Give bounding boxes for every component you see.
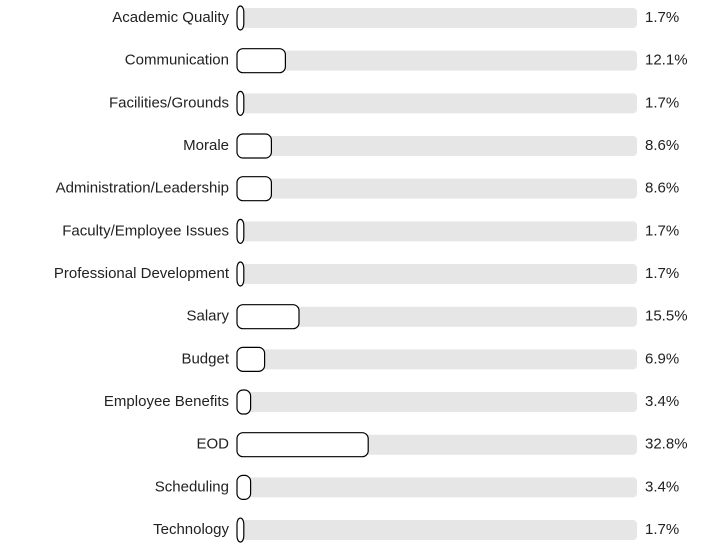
bar	[236, 432, 369, 458]
value-label: 6.9%	[645, 350, 679, 367]
category-label: Technology	[153, 521, 229, 538]
category-label: Scheduling	[155, 478, 229, 495]
category-label: Professional Development	[54, 265, 230, 282]
category-label: Academic Quality	[112, 9, 229, 26]
value-label: 32.8%	[645, 436, 688, 453]
value-label: 1.7%	[645, 265, 679, 282]
bar	[236, 346, 266, 372]
bar-track	[237, 8, 637, 28]
value-label: 8.6%	[645, 180, 679, 197]
bar-track	[237, 349, 637, 370]
bar	[236, 474, 252, 500]
bar-track	[237, 50, 637, 71]
category-label: Faculty/Employee Issues	[62, 222, 229, 239]
bar	[236, 90, 245, 116]
value-label: 1.7%	[645, 521, 679, 538]
category-label: Employee Benefits	[104, 393, 229, 410]
bar-track	[237, 221, 637, 242]
bar-track	[237, 136, 637, 157]
category-label: Salary	[186, 308, 229, 325]
value-label: 3.4%	[645, 393, 679, 410]
category-label: Budget	[181, 350, 229, 367]
bar-track	[237, 178, 637, 199]
value-label: 1.7%	[645, 94, 679, 111]
value-label: 8.6%	[645, 137, 679, 154]
value-label: 3.4%	[645, 478, 679, 495]
value-label: 1.7%	[645, 222, 679, 239]
bar	[236, 218, 245, 244]
bar	[236, 517, 245, 543]
bar	[236, 133, 273, 159]
category-label: Communication	[125, 52, 229, 69]
bar-track	[237, 306, 637, 327]
bar	[236, 48, 287, 74]
value-label: 1.7%	[645, 9, 679, 26]
value-label: 15.5%	[645, 308, 688, 325]
value-label: 12.1%	[645, 52, 688, 69]
bar	[236, 304, 300, 330]
category-label: Facilities/Grounds	[109, 94, 229, 111]
bar-track	[237, 477, 637, 498]
bar-track	[237, 93, 637, 114]
category-label: EOD	[196, 436, 229, 453]
bar	[236, 5, 245, 31]
bar	[236, 261, 245, 287]
bar	[236, 389, 252, 415]
bar-track	[237, 264, 637, 285]
bar-track	[237, 520, 637, 541]
bar	[236, 176, 273, 202]
bar-track	[237, 392, 637, 413]
category-label: Administration/Leadership	[56, 180, 229, 197]
category-label: Morale	[183, 137, 229, 154]
